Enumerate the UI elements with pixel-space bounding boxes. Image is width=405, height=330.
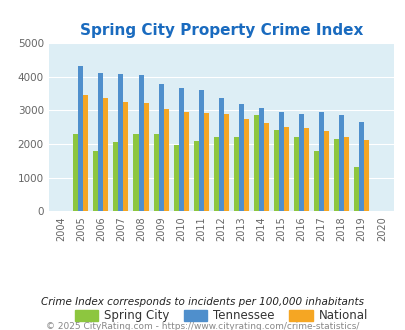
Bar: [253, 115, 258, 211]
Bar: [353, 167, 358, 211]
Bar: [163, 109, 168, 211]
Bar: [278, 112, 283, 211]
Bar: [338, 115, 343, 211]
Bar: [313, 150, 318, 211]
Bar: [223, 115, 228, 211]
Bar: [303, 128, 308, 211]
Bar: [93, 150, 98, 211]
Bar: [158, 84, 163, 211]
Bar: [198, 90, 203, 211]
Bar: [298, 115, 303, 211]
Bar: [233, 137, 238, 211]
Bar: [143, 103, 148, 211]
Bar: [123, 102, 128, 211]
Bar: [83, 95, 88, 211]
Bar: [193, 141, 198, 211]
Text: Crime Index corresponds to incidents per 100,000 inhabitants: Crime Index corresponds to incidents per…: [41, 297, 364, 307]
Bar: [258, 108, 263, 211]
Bar: [78, 66, 83, 211]
Bar: [343, 137, 348, 211]
Bar: [138, 75, 143, 211]
Bar: [323, 131, 328, 211]
Bar: [203, 113, 208, 211]
Bar: [243, 118, 248, 211]
Bar: [283, 127, 288, 211]
Bar: [133, 134, 138, 211]
Bar: [273, 130, 278, 211]
Title: Spring City Property Crime Index: Spring City Property Crime Index: [79, 22, 362, 38]
Text: © 2025 CityRating.com - https://www.cityrating.com/crime-statistics/: © 2025 CityRating.com - https://www.city…: [46, 322, 359, 330]
Bar: [318, 112, 323, 211]
Bar: [358, 122, 363, 211]
Bar: [238, 104, 243, 211]
Bar: [333, 139, 338, 211]
Bar: [98, 73, 103, 211]
Bar: [293, 137, 298, 211]
Bar: [218, 98, 223, 211]
Bar: [153, 134, 158, 211]
Bar: [113, 142, 118, 211]
Bar: [213, 137, 218, 211]
Bar: [178, 88, 183, 211]
Bar: [118, 74, 123, 211]
Bar: [103, 98, 108, 211]
Bar: [183, 112, 188, 211]
Legend: Spring City, Tennessee, National: Spring City, Tennessee, National: [70, 305, 372, 327]
Bar: [73, 134, 78, 211]
Bar: [263, 123, 268, 211]
Bar: [363, 140, 368, 211]
Bar: [173, 145, 178, 211]
